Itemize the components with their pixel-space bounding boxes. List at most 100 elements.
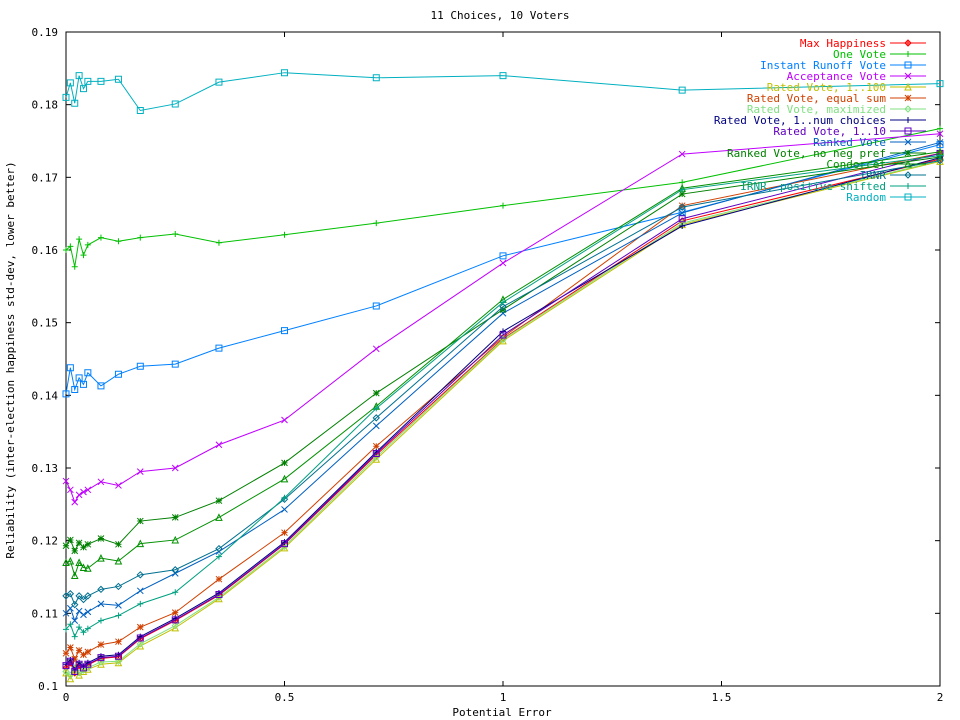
data-point [215, 497, 223, 505]
legend-entry: Ranked Vote [813, 136, 926, 149]
data-point [67, 486, 74, 494]
data-point [281, 494, 288, 501]
data-point [84, 564, 92, 572]
x-tick-label: 0 [63, 691, 70, 704]
legend-entry: Rated Vote, equal sum [747, 92, 926, 105]
series-one-vote [63, 125, 943, 270]
y-tick-label: 0.16 [32, 244, 59, 257]
data-point [136, 517, 144, 525]
data-point [678, 202, 686, 210]
data-point [70, 571, 79, 580]
data-point [136, 587, 144, 595]
data-point [84, 608, 92, 616]
data-point [62, 542, 70, 550]
legend-entry: Rated Vote, maximized [747, 103, 926, 116]
data-point [67, 243, 74, 250]
data-point [62, 558, 70, 566]
data-point [499, 331, 507, 339]
data-point [75, 374, 83, 382]
legend-entry: Random [846, 191, 926, 204]
data-point [84, 592, 92, 600]
y-tick-label: 0.1 [38, 680, 58, 693]
data-point [679, 223, 686, 230]
legend-entry: IRNR, positive shifted [740, 180, 926, 193]
data-point [97, 382, 105, 390]
data-point [936, 130, 944, 138]
legend-entry: Instant Runoff Vote [760, 59, 926, 72]
data-point [281, 529, 288, 537]
data-point [79, 85, 87, 93]
data-point [281, 327, 288, 335]
data-point [115, 612, 122, 619]
data-point [75, 660, 83, 668]
data-point [281, 69, 288, 77]
data-point [904, 61, 912, 69]
legend-label: IRNR [860, 169, 887, 182]
data-point [80, 611, 87, 619]
series-rated-vote-maximized [62, 156, 944, 679]
data-point [500, 202, 506, 209]
data-point [115, 482, 122, 489]
data-point [67, 536, 74, 544]
legend-label: Max Happiness [800, 37, 886, 50]
data-point [136, 634, 144, 642]
axes: 0 0.5 1 1.5 2 0.1 0.11 0.12 0.13 0.14 0.15 0.16 0.17… [32, 26, 944, 704]
series-line [65, 151, 941, 578]
series-line [65, 155, 941, 638]
data-point [67, 644, 74, 651]
data-point [114, 652, 122, 660]
data-point [71, 633, 78, 640]
data-point [215, 344, 223, 352]
data-point [114, 657, 123, 666]
data-point [63, 626, 69, 633]
data-point [84, 77, 92, 85]
data-point [215, 544, 223, 553]
data-point [678, 215, 686, 223]
x-tick-label: 0.5 [275, 691, 295, 704]
data-point [136, 362, 144, 370]
data-point [71, 667, 79, 675]
data-point [75, 592, 83, 600]
data-point [281, 506, 288, 513]
data-point [80, 651, 87, 659]
series-line [65, 133, 941, 504]
data-point [678, 150, 686, 158]
data-point [904, 159, 912, 168]
series-line [65, 128, 941, 267]
data-point [75, 491, 83, 499]
data-point [904, 39, 912, 47]
data-point [171, 360, 179, 368]
legend-label: One Vote [833, 48, 886, 61]
data-point [136, 623, 144, 631]
data-point [75, 539, 83, 547]
legend-entry: Max Happiness [800, 37, 926, 50]
data-point [66, 79, 74, 87]
data-point [372, 389, 380, 397]
data-point [97, 600, 105, 608]
data-point [499, 72, 507, 80]
data-point [67, 604, 74, 612]
data-point [499, 259, 507, 267]
data-point [904, 171, 912, 179]
data-point [372, 345, 380, 353]
data-point [114, 370, 122, 378]
chart-title: 11 Choices, 10 Voters [430, 9, 569, 22]
y-tick-label: 0.18 [32, 99, 59, 112]
data-point [80, 488, 87, 496]
data-point [62, 390, 70, 398]
data-point [904, 82, 912, 91]
data-point [171, 100, 179, 108]
data-point [84, 660, 92, 668]
legend-entry: Rated Vote, 1..10 [773, 125, 926, 138]
legend-entry: IRNR [860, 169, 926, 182]
legend-entry: Ranked Vote, no neg pref [727, 147, 926, 160]
data-point [281, 459, 288, 467]
data-point [115, 540, 122, 548]
data-point [373, 220, 380, 227]
data-point [372, 302, 380, 310]
data-point [904, 149, 912, 157]
data-point [172, 231, 179, 238]
data-point [904, 105, 912, 113]
legend-label: Rated Vote, equal sum [747, 92, 886, 105]
data-point [171, 535, 180, 544]
